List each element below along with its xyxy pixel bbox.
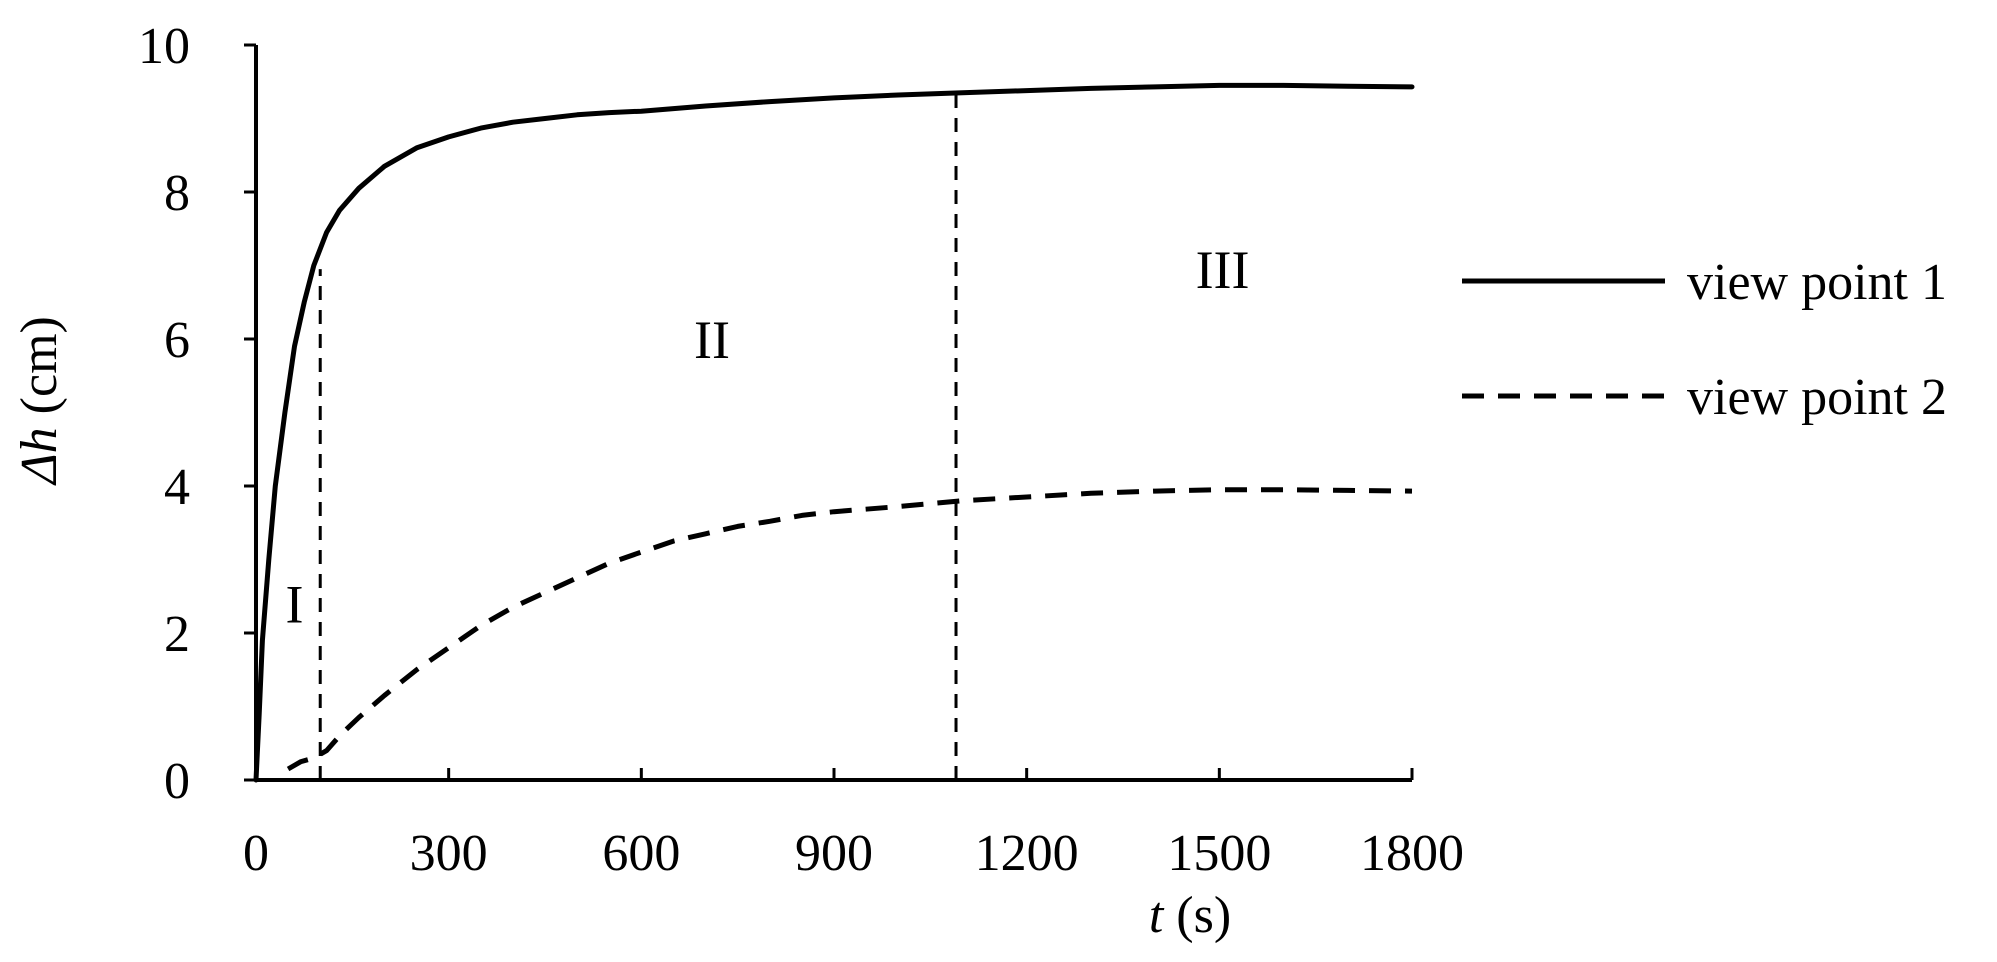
- y-tick-label: 10: [138, 18, 190, 75]
- y-axis-label: Δh (cm): [11, 316, 68, 486]
- y-tick-label: 4: [164, 459, 190, 516]
- axes: [254, 45, 1412, 782]
- region-label: I: [286, 575, 304, 635]
- series-line-view-point-2: [286, 487, 1413, 772]
- y-tick-label: 6: [164, 312, 190, 369]
- region-label: II: [694, 310, 730, 370]
- x-tick-label: 300: [410, 825, 488, 882]
- x-axis-unit: (s): [1163, 887, 1231, 944]
- x-tick-label: 0: [243, 825, 269, 882]
- x-tick-label: 1200: [975, 825, 1079, 882]
- y-tick-label: 2: [164, 606, 190, 663]
- legend: view point 1 view point 2: [1462, 254, 1947, 426]
- x-axis-label: t (s): [1149, 887, 1231, 944]
- series-lines: [253, 82, 1415, 783]
- region-label: III: [1196, 240, 1250, 300]
- y-axis-unit: (cm): [11, 316, 68, 427]
- legend-label-view-point-2: view point 2: [1687, 369, 1947, 426]
- y-tick-label: 0: [164, 753, 190, 810]
- region-boundaries: [318, 92, 958, 780]
- x-tick-label: 1800: [1360, 825, 1464, 882]
- y-tick-label: 8: [164, 165, 190, 222]
- series-line-view-point-1: [253, 82, 1415, 783]
- x-tick-label: 1500: [1167, 825, 1271, 882]
- x-axis-variable: t: [1149, 887, 1165, 944]
- legend-label-view-point-1: view point 1: [1687, 254, 1947, 311]
- y-axis-variable: Δh: [11, 427, 68, 486]
- y-ticks: 0 2 4 6 8 10: [138, 18, 256, 810]
- x-tick-label: 600: [602, 825, 680, 882]
- x-tick-label: 900: [795, 825, 873, 882]
- x-ticks: 0 300 600 900 1200 1500 1800: [243, 768, 1464, 882]
